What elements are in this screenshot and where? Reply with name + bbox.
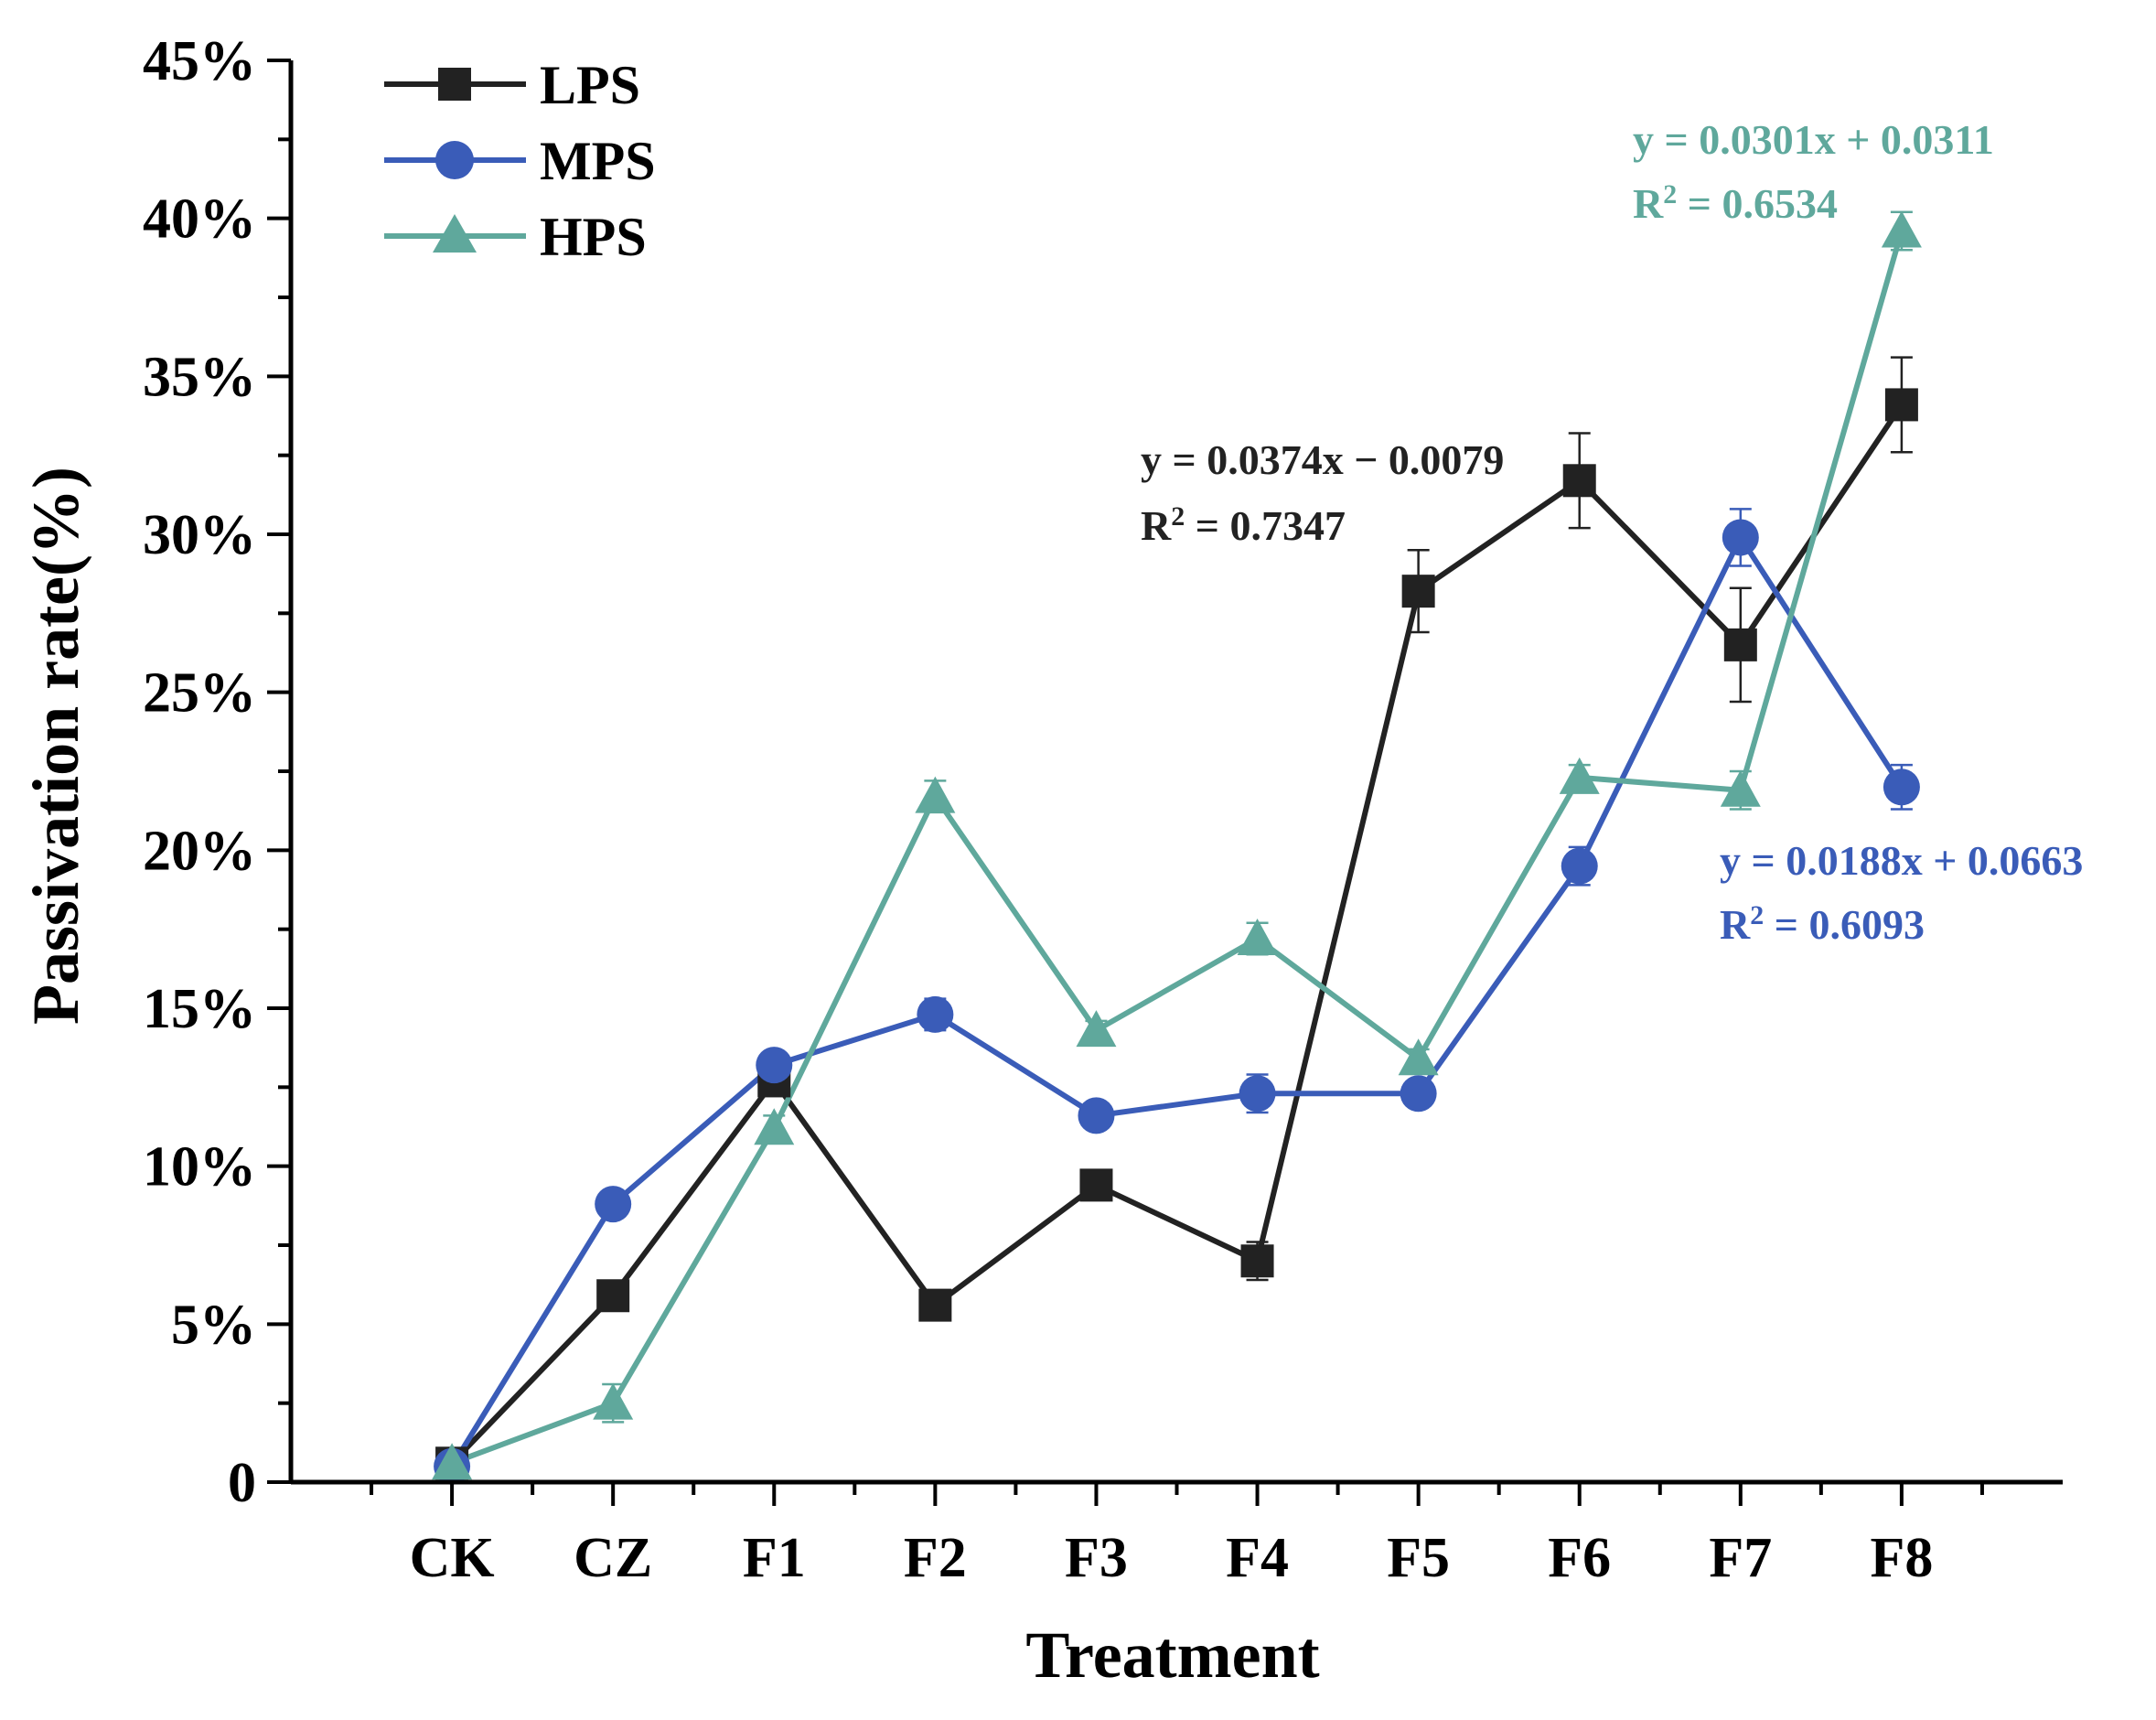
point-hps-F7 bbox=[1720, 769, 1761, 807]
legend-label-mps: MPS bbox=[540, 131, 656, 191]
r2-mps-sup: 2 bbox=[1750, 900, 1764, 930]
point-lps-F7 bbox=[1723, 628, 1757, 661]
point-lps-CZ bbox=[596, 1279, 630, 1313]
point-hps-F2 bbox=[915, 776, 956, 813]
y-tick-label-3: 15% bbox=[143, 978, 256, 1040]
y-axis-title: Passivation rate(%) bbox=[19, 467, 92, 1025]
x-tick-label-F7: F7 bbox=[1709, 1527, 1772, 1589]
point-hps-CZ bbox=[593, 1382, 634, 1420]
x-tick-label-CZ: CZ bbox=[574, 1527, 652, 1589]
point-hps-F3 bbox=[1076, 1010, 1117, 1048]
point-hps-F5 bbox=[1398, 1038, 1439, 1076]
point-hps-F8 bbox=[1881, 210, 1922, 248]
y-tick-label-1: 5% bbox=[171, 1294, 256, 1356]
point-mps-F4 bbox=[1239, 1075, 1276, 1113]
point-lps-F4 bbox=[1240, 1244, 1274, 1278]
point-mps-F3 bbox=[1078, 1097, 1115, 1134]
point-mps-F1 bbox=[756, 1047, 793, 1084]
r2-mps: R2 = 0.6093 bbox=[1720, 900, 1925, 949]
legend-marker-hps bbox=[433, 214, 477, 253]
annotation-lps: y = 0.0374x − 0.0079 R2 = 0.7347 bbox=[1141, 436, 1504, 549]
legend-marker-mps bbox=[435, 141, 474, 179]
equation-lps: y = 0.0374x − 0.0079 bbox=[1141, 436, 1504, 483]
r2-hps: R2 = 0.6534 bbox=[1633, 179, 1838, 228]
annotation-mps: y = 0.0188x + 0.0663 R2 = 0.6093 bbox=[1720, 837, 2083, 948]
equation-hps: y = 0.0301x + 0.0311 bbox=[1633, 116, 1994, 163]
series-line-lps bbox=[449, 403, 1904, 1466]
y-tick-label-6: 30% bbox=[143, 504, 256, 566]
y-tick-label-2: 10% bbox=[143, 1136, 256, 1199]
x-axis-title: Treatment bbox=[1025, 1618, 1319, 1692]
point-mps-F6 bbox=[1561, 847, 1598, 885]
y-tick-label-8: 40% bbox=[143, 188, 256, 251]
x-tick-label-F8: F8 bbox=[1870, 1527, 1933, 1589]
legend-marker-lps bbox=[438, 68, 471, 101]
point-mps-F5 bbox=[1400, 1075, 1437, 1113]
x-tick-label-F4: F4 bbox=[1226, 1527, 1289, 1589]
legend-item-hps: HPS bbox=[384, 207, 647, 267]
x-tick-label-CK: CK bbox=[410, 1527, 495, 1589]
point-hps-F1 bbox=[754, 1108, 795, 1145]
point-mps-CZ bbox=[595, 1186, 632, 1223]
equation-mps: y = 0.0188x + 0.0663 bbox=[1720, 837, 2083, 884]
point-lps-F8 bbox=[1884, 388, 1918, 422]
r2-lps-sup: 2 bbox=[1171, 501, 1185, 532]
r2-mps-value: = 0.6093 bbox=[1764, 901, 1925, 948]
r2-hps-sup: 2 bbox=[1663, 179, 1677, 210]
r2-hps-label: R bbox=[1633, 180, 1664, 227]
r2-lps: R2 = 0.7347 bbox=[1141, 501, 1346, 550]
error-bars bbox=[441, 210, 1913, 1474]
r2-hps-value: = 0.6534 bbox=[1677, 180, 1838, 227]
x-tick-label-F1: F1 bbox=[743, 1527, 806, 1589]
point-mps-F7 bbox=[1722, 519, 1759, 556]
legend-item-lps: LPS bbox=[384, 55, 640, 115]
y-tick-label-0: 0 bbox=[228, 1452, 256, 1514]
point-hps-F4 bbox=[1237, 919, 1278, 956]
r2-lps-value: = 0.7347 bbox=[1185, 502, 1346, 549]
legend: LPS MPS HPS bbox=[384, 55, 656, 267]
legend-label-lps: LPS bbox=[540, 55, 640, 115]
r2-lps-label: R bbox=[1141, 502, 1172, 549]
legend-item-mps: MPS bbox=[384, 131, 656, 191]
point-lps-F3 bbox=[1079, 1168, 1113, 1202]
x-tick-label-F6: F6 bbox=[1548, 1527, 1611, 1589]
axes: 0 5% 10% 15% 20% 25% 30% 35% 40% 45% CK CZ F1 F2 F3 F4 F… bbox=[143, 30, 2063, 1589]
series-line-mps bbox=[449, 534, 1904, 1468]
series-markers bbox=[432, 210, 1922, 1485]
point-lps-F6 bbox=[1562, 464, 1596, 498]
point-lps-F5 bbox=[1401, 575, 1435, 608]
x-tick-label-F3: F3 bbox=[1065, 1527, 1128, 1589]
series-lines bbox=[449, 230, 1904, 1468]
r2-mps-label: R bbox=[1720, 901, 1751, 948]
legend-label-hps: HPS bbox=[540, 207, 647, 267]
x-tick-label-F5: F5 bbox=[1387, 1527, 1450, 1589]
point-hps-CK bbox=[432, 1443, 473, 1480]
point-mps-F8 bbox=[1882, 769, 1920, 806]
y-tick-label-5: 25% bbox=[143, 662, 256, 725]
annotation-hps: y = 0.0301x + 0.0311 R2 = 0.6534 bbox=[1633, 116, 1994, 227]
y-tick-label-7: 35% bbox=[143, 346, 256, 408]
point-lps-F2 bbox=[918, 1288, 952, 1322]
y-tick-label-9: 45% bbox=[143, 30, 256, 92]
point-mps-F2 bbox=[917, 995, 954, 1033]
point-hps-F6 bbox=[1559, 757, 1600, 794]
y-tick-label-4: 20% bbox=[143, 820, 256, 882]
x-tick-label-F2: F2 bbox=[904, 1527, 967, 1589]
series-line-hps bbox=[451, 230, 1904, 1467]
